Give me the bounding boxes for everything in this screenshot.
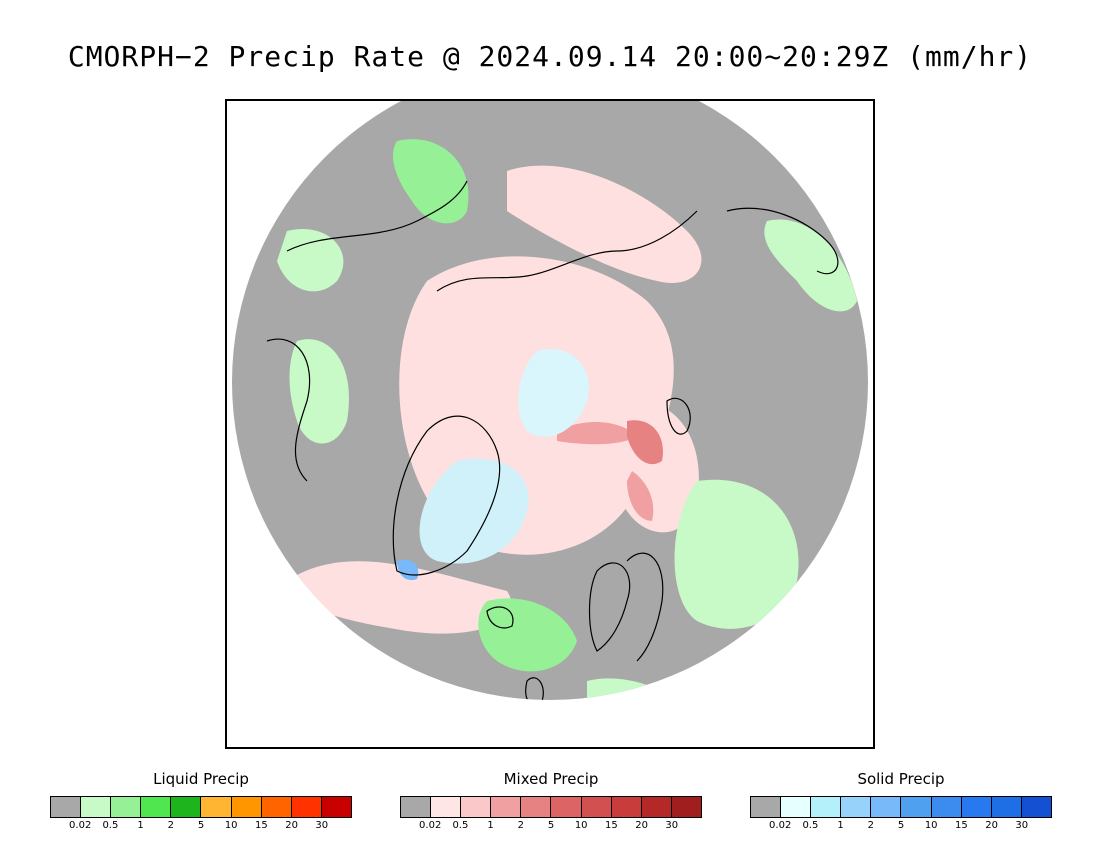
legend-tick-solid-2: 1 <box>837 820 844 831</box>
legend-swatch-mixed-9 <box>671 797 701 817</box>
mixed-precip-band-2 <box>627 420 663 465</box>
coastlines <box>266 180 839 700</box>
legend-swatch-mixed-2 <box>461 797 492 817</box>
legend-tick-mixed-3: 2 <box>517 820 524 831</box>
liquid-precip-siberia-east <box>764 219 857 312</box>
legend-tick-solid-7: 20 <box>985 820 998 831</box>
legend-tick-liquid-5: 10 <box>224 820 238 831</box>
legend-swatches-liquid <box>50 796 352 818</box>
legend-tick-liquid-7: 20 <box>285 820 298 831</box>
legend-tick-mixed-8: 30 <box>665 820 679 831</box>
map-canvas <box>232 101 868 700</box>
legend-tick-solid-8: 30 <box>1015 820 1029 831</box>
legend-swatch-solid-6 <box>931 797 962 817</box>
liquid-precip-hudson <box>289 339 349 444</box>
legend-swatch-mixed-5 <box>551 797 582 817</box>
legend-tick-solid-5: 10 <box>924 820 938 831</box>
legend-tick-liquid-4: 5 <box>197 820 205 831</box>
legend-swatch-liquid-9 <box>321 797 351 817</box>
legend-tick-liquid-2: 1 <box>137 820 144 831</box>
legend-ticks-solid: 0.02 0.5 1 2 5 10 15 20 30 <box>750 820 1052 836</box>
legend-swatch-mixed-6 <box>581 797 612 817</box>
legend-tick-mixed-0: 0.02 <box>419 820 442 831</box>
legend-swatch-mixed-1 <box>431 797 462 817</box>
legend-swatch-solid-8 <box>991 797 1022 817</box>
legend-swatch-solid-1 <box>781 797 812 817</box>
legend-swatch-solid-9 <box>1021 797 1051 817</box>
legend-swatch-mixed-4 <box>521 797 552 817</box>
polar-precip-map <box>225 99 875 749</box>
legend-swatches-solid <box>750 796 1052 818</box>
legend-title-liquid: Liquid Precip <box>153 770 249 788</box>
legend-swatch-mixed-3 <box>491 797 522 817</box>
legend-swatch-liquid-2 <box>111 797 142 817</box>
legend-swatch-liquid-0 <box>51 797 82 817</box>
legend-swatch-solid-7 <box>961 797 992 817</box>
legend-tick-solid-0: 0.02 <box>769 820 792 831</box>
legend-title-solid: Solid Precip <box>857 770 945 788</box>
legend-tick-liquid-6: 15 <box>255 820 268 831</box>
legend-swatch-liquid-7 <box>261 797 292 817</box>
legend-tick-solid-1: 0.5 <box>802 820 819 831</box>
chart-title: CMORPH−2 Precip Rate @ 2024.09.14 20:00~… <box>67 40 1033 73</box>
legend-tick-mixed-2: 1 <box>487 820 494 831</box>
liquid-precip-north-atlantic <box>478 598 577 672</box>
legend-swatches-mixed <box>400 796 702 818</box>
legend-tick-solid-6: 15 <box>955 820 968 831</box>
legend-swatch-solid-5 <box>901 797 932 817</box>
liquid-precip-scandinavia <box>674 479 799 629</box>
legend-swatch-liquid-1 <box>81 797 112 817</box>
legend-swatch-solid-3 <box>841 797 872 817</box>
legend-title-mixed: Mixed Precip <box>503 770 599 788</box>
liquid-precip-europe-south <box>587 678 697 700</box>
legend-swatch-solid-2 <box>811 797 842 817</box>
legend-swatch-mixed-8 <box>641 797 672 817</box>
legend-tick-solid-4: 5 <box>897 820 905 831</box>
solid-precip-central-arctic <box>518 348 589 437</box>
legend-tick-liquid-3: 2 <box>167 820 174 831</box>
mixed-precip-siberia <box>507 165 702 283</box>
liquid-precip-bering <box>277 229 344 292</box>
legend-tick-mixed-5: 10 <box>574 820 588 831</box>
solid-precip-greenland <box>419 458 529 564</box>
legend-tick-liquid-1: 0.5 <box>102 820 119 831</box>
legend-tick-mixed-1: 0.5 <box>452 820 469 831</box>
legend-ticks-mixed: 0.02 0.5 1 2 5 10 15 20 30 <box>400 820 702 836</box>
mixed-precip-atlantic <box>287 561 512 634</box>
legend-tick-liquid-0: 0.02 <box>69 820 92 831</box>
legend-tick-solid-3: 2 <box>867 820 874 831</box>
legend-solid: Solid Precip 0.02 0.5 1 2 5 10 15 20 30 <box>750 770 1052 836</box>
legend-swatch-liquid-4 <box>171 797 202 817</box>
mixed-precip-band-1 <box>557 421 637 445</box>
legend-tick-mixed-4: 5 <box>547 820 555 831</box>
legend-swatch-solid-4 <box>871 797 902 817</box>
legend-ticks-liquid: 0.02 0.5 1 2 5 10 15 20 30 <box>50 820 352 836</box>
legend-mixed: Mixed Precip 0.02 0.5 1 2 5 10 15 20 30 <box>400 770 702 836</box>
legend-tick-liquid-8: 30 <box>315 820 329 831</box>
legend-swatch-liquid-5 <box>201 797 232 817</box>
legend-swatch-mixed-7 <box>611 797 642 817</box>
legend-swatch-liquid-6 <box>231 797 262 817</box>
legend-tick-mixed-6: 15 <box>605 820 618 831</box>
legend-swatch-mixed-0 <box>401 797 432 817</box>
legend-swatch-solid-0 <box>751 797 782 817</box>
legend-swatch-liquid-3 <box>141 797 172 817</box>
mixed-precip-band-3 <box>627 471 654 521</box>
legend-tick-mixed-7: 20 <box>635 820 648 831</box>
legend-swatch-liquid-8 <box>291 797 322 817</box>
legend-liquid: Liquid Precip 0.02 0.5 1 2 5 10 15 20 30 <box>50 770 352 836</box>
